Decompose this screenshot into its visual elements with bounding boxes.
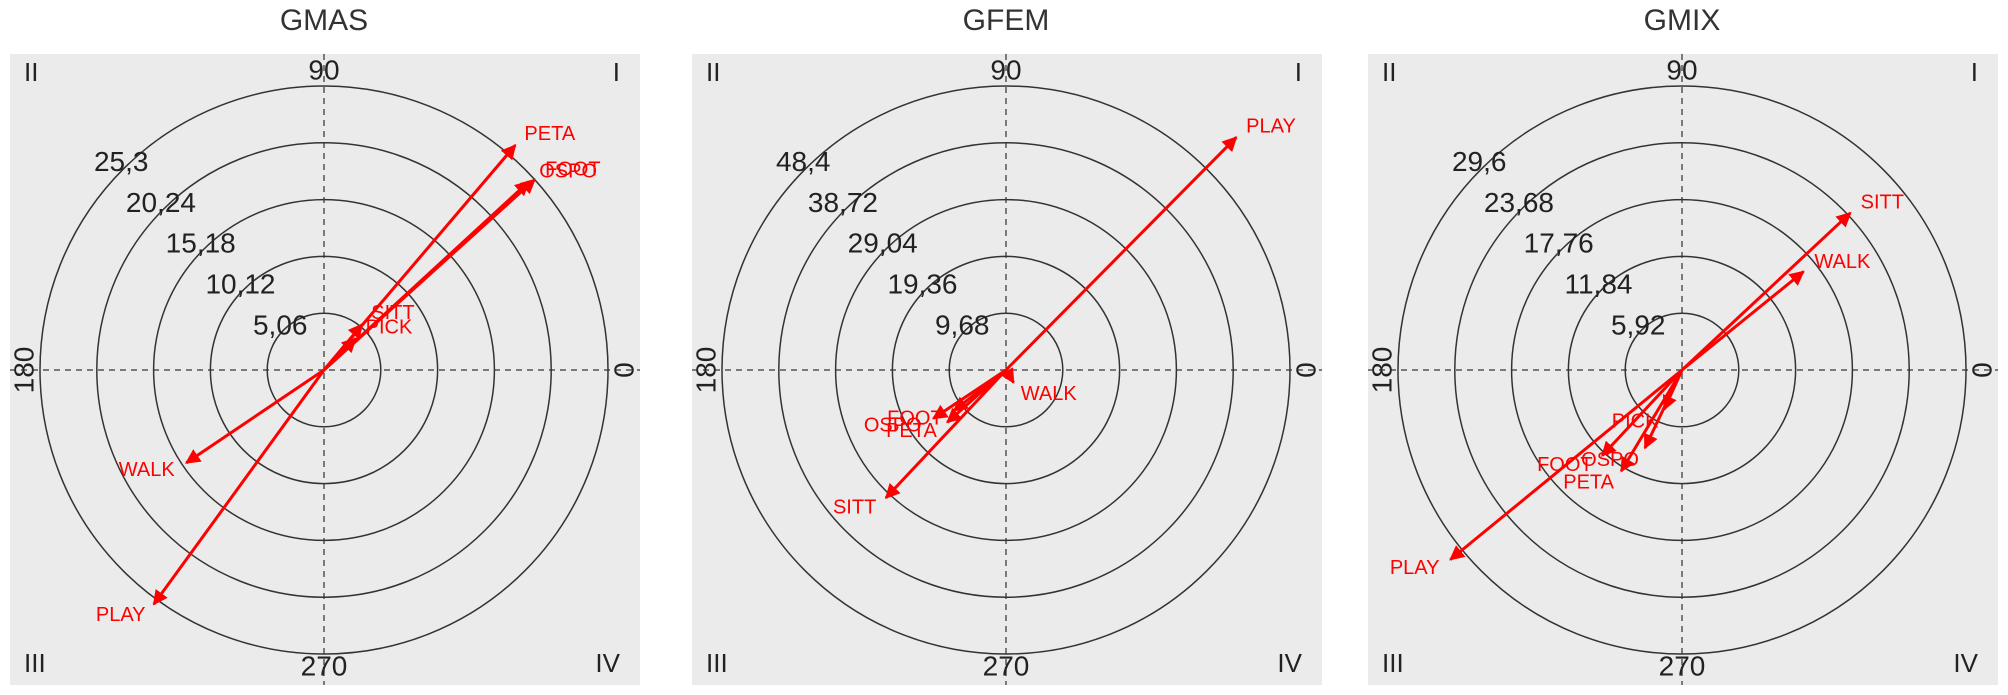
angle-label: 0	[1967, 362, 1998, 378]
ring	[1510, 198, 1854, 542]
quadrant-label: I	[1971, 57, 1978, 87]
quadrant-label: II	[1382, 57, 1396, 87]
vector-label: OSPO	[539, 160, 597, 182]
vector-label: OSPO	[864, 415, 922, 437]
ring	[1567, 255, 1797, 485]
vector-arrow	[1000, 367, 1015, 384]
angle-label: 90	[1666, 54, 1697, 85]
ring	[1397, 85, 1967, 655]
vector-arrow	[1601, 368, 1684, 457]
vector-label: PICK	[366, 317, 413, 339]
quadrant-label: III	[24, 648, 46, 678]
quadrant-label: III	[706, 648, 728, 678]
vector-label: FOOT	[1537, 454, 1593, 476]
vector-label: PLAY	[1390, 557, 1440, 579]
quadrant-label: II	[706, 57, 720, 87]
quadrant-label: IV	[1277, 648, 1302, 678]
vector-label: SITT	[1861, 192, 1904, 214]
ring	[948, 312, 1064, 428]
quadrant-label: IV	[595, 648, 620, 678]
vector-label: PICK	[1612, 410, 1659, 432]
chart-title: GMAS	[280, 4, 368, 37]
ring	[209, 255, 439, 485]
ring	[1454, 142, 1910, 598]
ring	[39, 85, 609, 655]
vector-label: OSPO	[1581, 449, 1639, 471]
ring-label: 10,12	[205, 269, 275, 300]
quadrant-label: IV	[1953, 648, 1978, 678]
ring-label: 5,92	[1611, 309, 1666, 340]
vector-arrow	[322, 337, 357, 372]
ring	[1624, 312, 1740, 428]
vector-arrow	[1662, 369, 1684, 411]
vector-arrow	[152, 369, 326, 606]
vector-arrow	[884, 368, 1008, 499]
ring	[778, 142, 1234, 598]
vector-label: FOOT	[545, 158, 601, 180]
vector-label: FOOT	[887, 408, 943, 430]
ring-label: 11,84	[1564, 269, 1632, 300]
ring-label: 20,24	[126, 187, 196, 218]
ring-label: 5,06	[253, 309, 308, 340]
ring	[721, 85, 1291, 655]
ring-label: 29,04	[848, 228, 918, 259]
ring	[152, 198, 496, 542]
angle-label: 0	[1291, 362, 1322, 378]
angle-label: 90	[308, 54, 339, 85]
vector-arrow	[1619, 369, 1684, 473]
ring-label: 17,76	[1524, 228, 1594, 259]
ring-label: 29,6	[1452, 146, 1507, 177]
panel: GMIX5,9211,8417,7623,6829,6090180270IIII…	[1366, 4, 1998, 685]
vector-arrow	[1004, 136, 1238, 372]
vector-label: SITT	[833, 496, 876, 518]
ring-label: 15,18	[166, 228, 236, 259]
vector-label: PLAY	[1246, 116, 1296, 138]
angle-label: 180	[690, 347, 721, 394]
vector-arrow	[946, 368, 1007, 424]
chart-title: GMIX	[1644, 4, 1721, 37]
ring-label: 9,68	[935, 309, 990, 340]
quadrant-label: III	[1382, 648, 1404, 678]
vector-label: SITT	[371, 302, 414, 324]
panel: GMAS5,0610,1215,1820,2425,3090180270IIII…	[8, 4, 640, 685]
ring-label: 19,36	[887, 269, 957, 300]
ring-label: 38,72	[808, 187, 878, 218]
ring-label: 23,68	[1484, 187, 1554, 218]
ring	[96, 142, 552, 598]
vector-arrow	[1680, 211, 1852, 372]
ring	[891, 255, 1121, 485]
quadrant-label: I	[1295, 57, 1302, 87]
ring	[266, 312, 382, 428]
vector-label: PETA	[886, 420, 937, 442]
vector-label: WALK	[119, 459, 176, 481]
angle-label: 270	[983, 650, 1030, 681]
quadrant-label: II	[24, 57, 38, 87]
angle-label: 270	[301, 650, 348, 681]
vector-arrow	[1449, 368, 1683, 561]
angle-label: 90	[990, 54, 1021, 85]
chart-title: GFEM	[963, 4, 1050, 37]
angle-label: 180	[8, 347, 39, 394]
angle-label: 180	[1366, 347, 1397, 394]
vector-label: WALK	[1021, 383, 1078, 405]
ring-label: 25,3	[94, 146, 149, 177]
vector-arrow	[185, 368, 325, 465]
ring-label: 48,4	[776, 146, 831, 177]
angle-label: 0	[609, 362, 640, 378]
vector-label: PLAY	[96, 604, 146, 626]
vector-arrow	[1681, 270, 1805, 372]
panel: GFEM9,6819,3629,0438,7248,4090180270IIII…	[690, 4, 1322, 685]
vector-label: PETA	[524, 123, 575, 145]
ring	[834, 198, 1178, 542]
quadrant-label: I	[613, 57, 620, 87]
angle-label: 270	[1659, 650, 1706, 681]
vector-label: WALK	[1814, 251, 1871, 273]
vector-label: PETA	[1563, 471, 1614, 493]
